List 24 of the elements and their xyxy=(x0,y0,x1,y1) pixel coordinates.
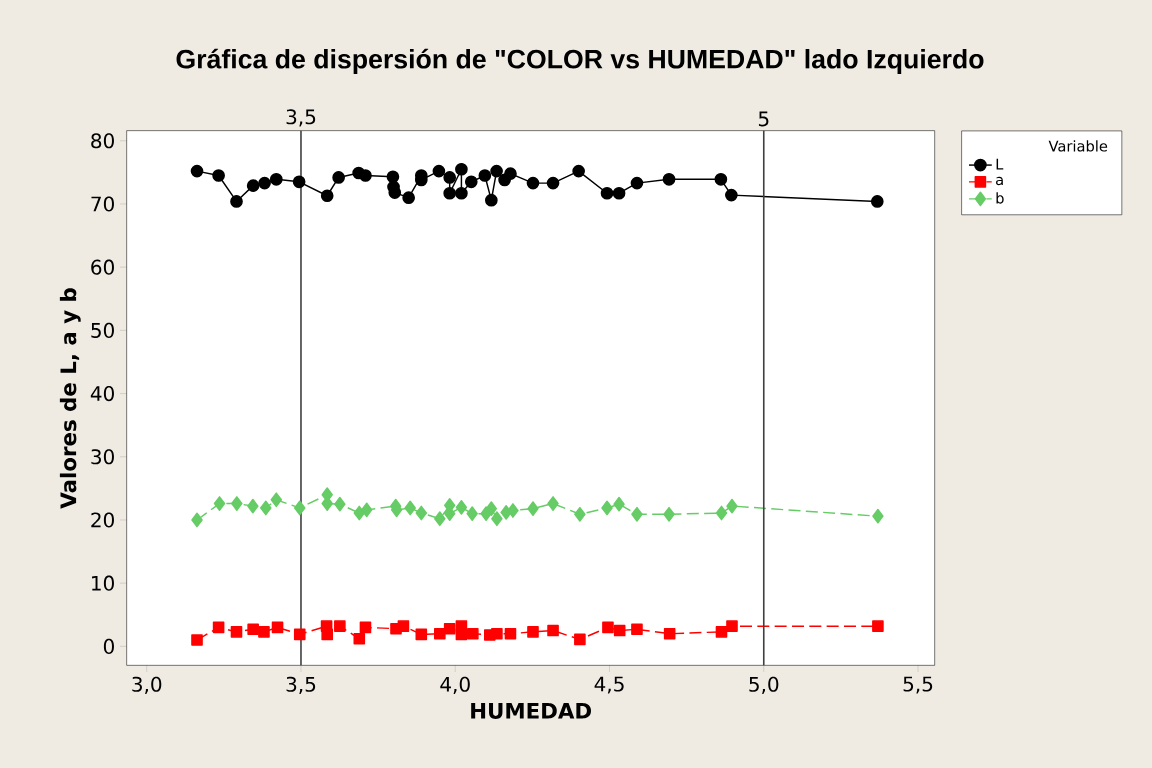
y-tick-label: 10 xyxy=(92,575,114,591)
x-tick-label: 5,5 xyxy=(903,676,933,694)
y-tick-label: 20 xyxy=(91,512,114,528)
y-tick-label: 60 xyxy=(91,259,114,275)
x-axis-title: HUMEDAD xyxy=(471,703,591,719)
y-tick-label: 0 xyxy=(103,638,114,654)
ref-line-label: 3,5 xyxy=(286,109,316,127)
x-tick-label: 3,0 xyxy=(132,676,162,694)
x-tick-label: 5,0 xyxy=(749,676,779,694)
legend-label: L xyxy=(996,158,1004,170)
legend-label: a xyxy=(996,176,1003,186)
y-axis-title: Valores de L, a y b xyxy=(59,288,81,509)
y-tick-label: 50 xyxy=(91,322,114,338)
x-tick-label: 4,0 xyxy=(440,676,470,694)
ref-line-label: 5 xyxy=(758,111,769,127)
legend-label: b xyxy=(996,192,1004,204)
y-tick-label: 70 xyxy=(91,196,114,212)
y-tick-label: 30 xyxy=(91,449,114,465)
chart-title: Gráfica de dispersión de "COLOR vs HUMEDAD" lado Izquierdo xyxy=(176,48,984,74)
legend-title: Variable xyxy=(1048,140,1108,152)
x-tick-label: 3,5 xyxy=(286,676,316,694)
y-tick-label: 40 xyxy=(90,386,114,402)
y-tick-label: 80 xyxy=(91,133,114,149)
x-tick-label: 4,5 xyxy=(594,676,624,694)
